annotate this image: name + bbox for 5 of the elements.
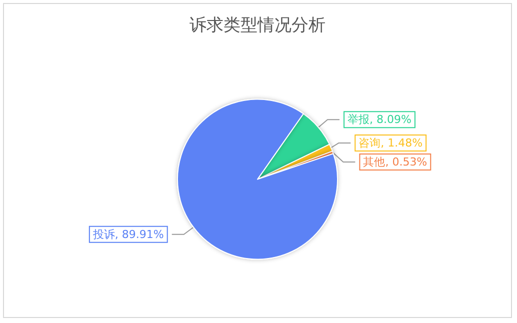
- chart-title: 诉求类型情况分析: [190, 16, 326, 36]
- slice-label: 其他, 0.53%: [363, 156, 428, 169]
- slice-label: 举报, 8.09%: [348, 113, 412, 126]
- slice-label: 投诉, 89.91%: [92, 228, 164, 241]
- slice-label: 咨询, 1.48%: [358, 136, 423, 150]
